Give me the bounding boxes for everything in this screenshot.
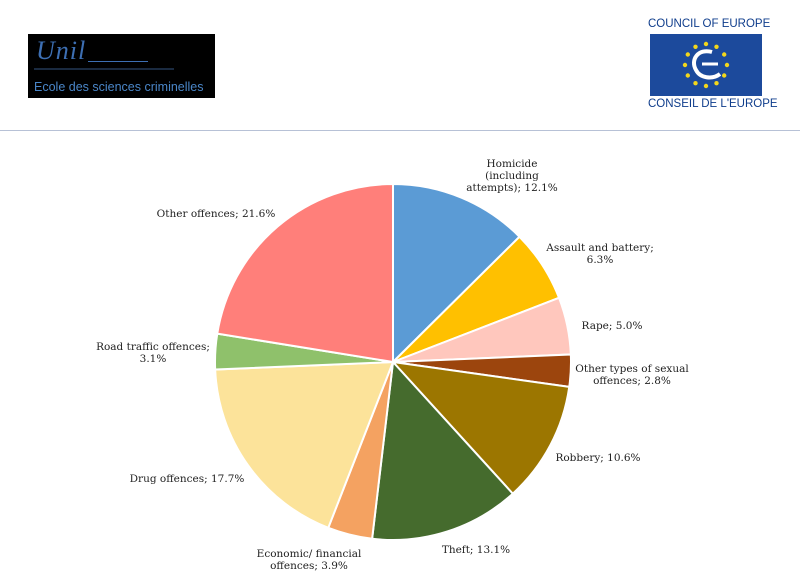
pie-slice-label: Theft; 13.1% xyxy=(442,544,510,556)
coe-star xyxy=(722,73,727,78)
pie-slice-label: Homicide (including attempts); 12.1% xyxy=(466,158,558,194)
pie-slice-label: Rape; 5.0% xyxy=(582,320,643,332)
coe-logo-top-text: COUNCIL OF EUROPE xyxy=(648,18,771,30)
pie-slice-label: Other types of sexual offences; 2.8% xyxy=(575,363,689,387)
pie-slice xyxy=(392,182,521,365)
pie-slice xyxy=(214,360,395,530)
pie-slice xyxy=(216,182,394,364)
coe-star xyxy=(693,81,698,86)
coe-star xyxy=(724,62,730,68)
pie-slice-label: Robbery; 10.6% xyxy=(555,452,640,464)
pie-slice-label: Economic/ financial offences; 3.9% xyxy=(257,548,362,572)
pie-slice xyxy=(371,359,515,541)
pie-slice-label: Road traffic offences; 3.1% xyxy=(96,341,210,365)
coe-star xyxy=(714,44,719,49)
unil-logo-subtitle: Ecole des sciences criminelles xyxy=(34,80,204,94)
unil-logo-line xyxy=(88,61,148,62)
council-of-europe-logo: COUNCIL OF EUROPE CONSEIL DE L'EUROPE xyxy=(648,18,778,114)
coe-logo-bottom-text: CONSEIL DE L'EUROPE xyxy=(648,98,778,110)
coe-star xyxy=(682,62,688,68)
coe-star xyxy=(714,81,719,86)
coe-flag-icon xyxy=(650,34,762,96)
pie-slice-label: Other offences; 21.6% xyxy=(157,208,276,220)
coe-star xyxy=(703,41,709,47)
coe-star xyxy=(722,52,727,57)
pie-slice-label: Assault and battery; 6.3% xyxy=(545,242,654,266)
unil-logo: Unil Ecole des sciences criminelles xyxy=(28,34,215,98)
pie-slice-label: Drug offences; 17.7% xyxy=(130,473,245,485)
coe-star xyxy=(685,73,690,78)
unil-logo-faint-text xyxy=(34,68,174,70)
coe-star xyxy=(685,52,690,57)
unil-logo-word: Unil xyxy=(36,36,87,65)
header-divider xyxy=(0,130,800,131)
pie-slice xyxy=(390,360,571,496)
coe-star xyxy=(693,44,698,49)
coe-star xyxy=(703,83,709,89)
